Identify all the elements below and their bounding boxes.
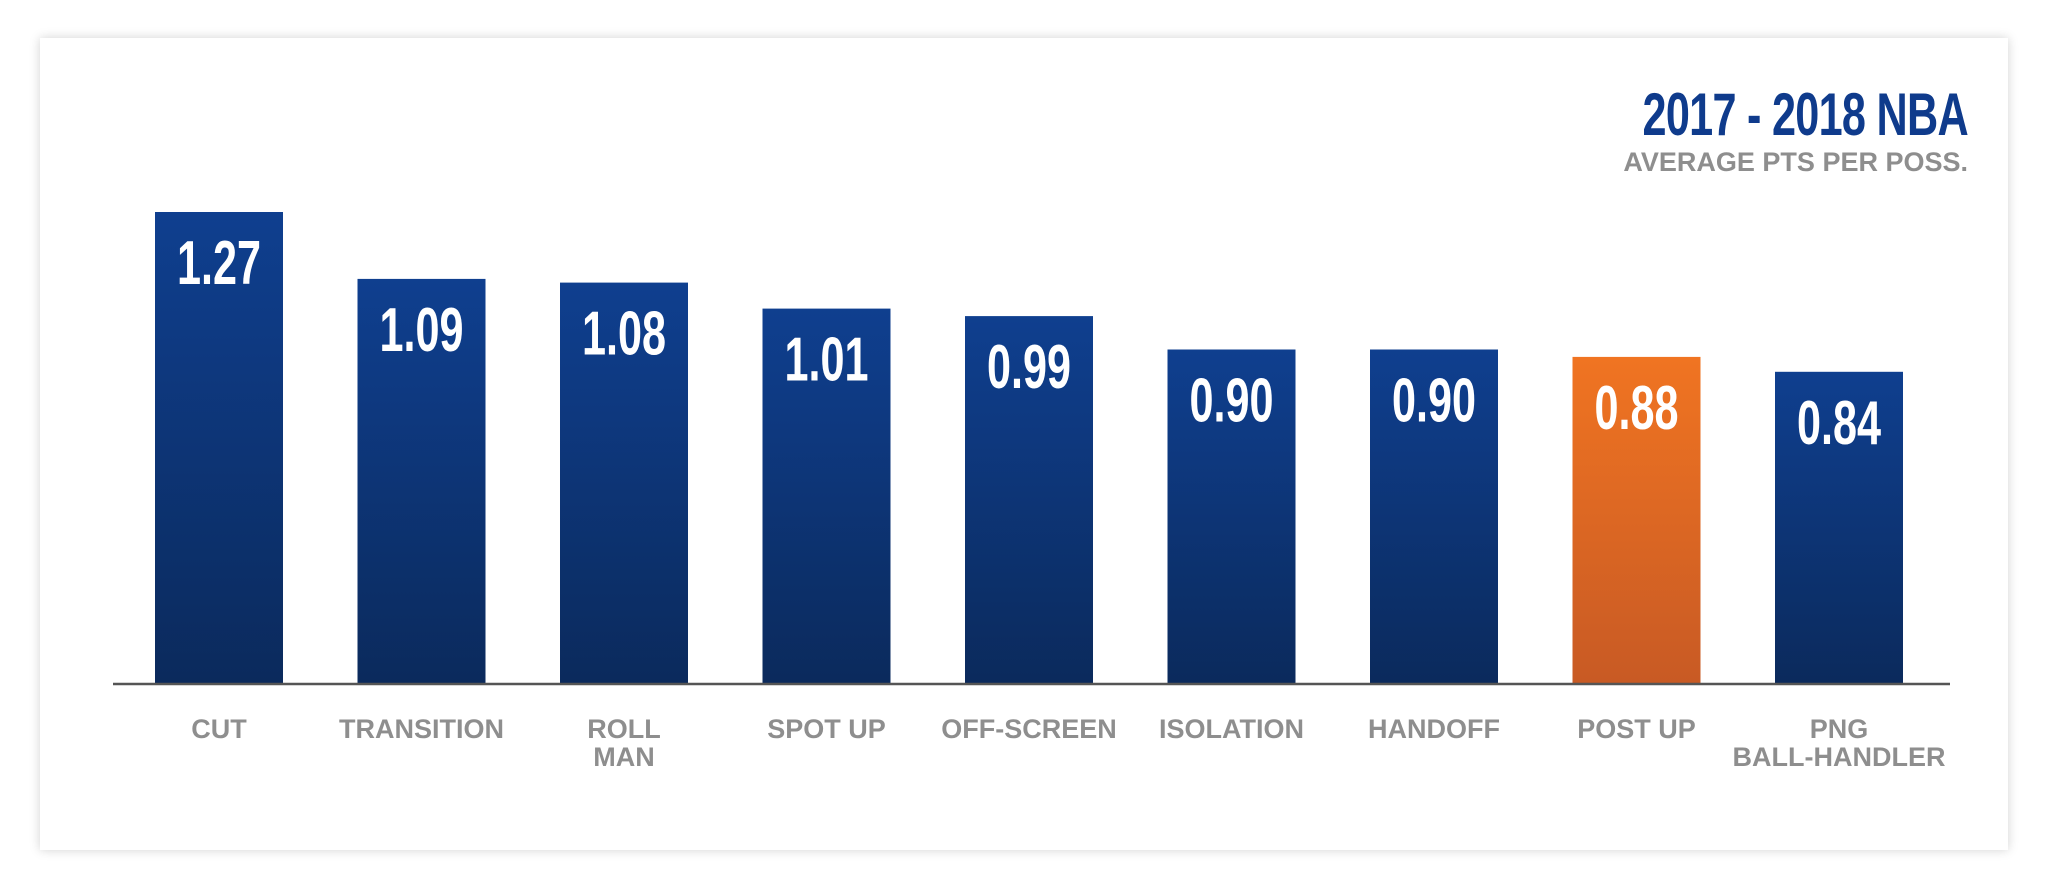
category-label: ROLL bbox=[587, 714, 661, 744]
bar-value-label: 1.08 bbox=[582, 300, 666, 369]
chart-title: 2017 - 2018 NBA bbox=[1642, 81, 1969, 148]
bar-3 bbox=[762, 308, 891, 684]
category-label: TRANSITION bbox=[339, 714, 504, 744]
chart-subtitle: AVERAGE PTS PER POSS. bbox=[1623, 147, 1968, 177]
category-label: OFF-SCREEN bbox=[941, 714, 1117, 744]
bars bbox=[155, 212, 1903, 684]
bar-value-label: 0.90 bbox=[1392, 367, 1476, 436]
category-label: HANDOFF bbox=[1368, 714, 1500, 744]
category-label: ISOLATION bbox=[1159, 714, 1304, 744]
category-label: MAN bbox=[593, 742, 655, 772]
bar-0 bbox=[155, 212, 283, 684]
bar-4 bbox=[965, 316, 1093, 684]
bar-value-label: 0.99 bbox=[987, 333, 1071, 402]
bar-7 bbox=[1572, 356, 1701, 684]
bar-2 bbox=[560, 282, 688, 684]
category-label: POST UP bbox=[1577, 714, 1696, 744]
bar-value-label: 0.90 bbox=[1190, 367, 1274, 436]
category-label: SPOT UP bbox=[767, 714, 886, 744]
category-label: PNG bbox=[1810, 714, 1869, 744]
bar-6 bbox=[1370, 349, 1498, 684]
category-label: BALL-HANDLER bbox=[1733, 742, 1946, 772]
bar-value-label: 1.01 bbox=[785, 326, 869, 395]
title-block: 2017 - 2018 NBA AVERAGE PTS PER POSS. bbox=[1516, 85, 1968, 176]
bar-1 bbox=[357, 278, 486, 684]
bar-value-label: 0.88 bbox=[1595, 374, 1679, 443]
category-label: CUT bbox=[191, 714, 247, 744]
bar-5 bbox=[1167, 349, 1296, 684]
bar-value-label: 1.27 bbox=[177, 229, 261, 298]
bar-value-label: 0.84 bbox=[1797, 389, 1881, 458]
bar-value-label: 1.09 bbox=[380, 296, 464, 365]
value-labels: 1.27 1.09 1.08 1.01 0.99 0.90 0.90 0.88 0.84 bbox=[177, 229, 1881, 458]
bar-8 bbox=[1775, 371, 1903, 684]
